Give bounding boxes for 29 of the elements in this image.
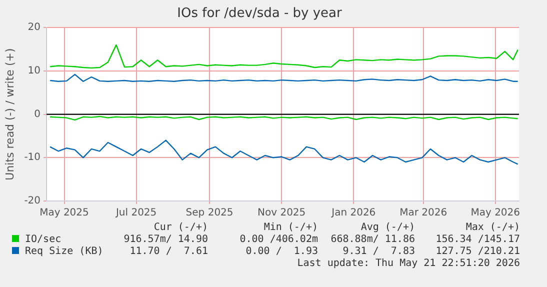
y-tick-label: 0 bbox=[34, 108, 41, 120]
y-tick-label: 10 bbox=[28, 66, 41, 77]
text: 668.88m/ 11.86 bbox=[330, 234, 415, 246]
x-tick-label: Sep 2025 bbox=[186, 208, 234, 219]
text: Min (-/+) bbox=[262, 222, 318, 234]
y-tick-label: 20 bbox=[28, 22, 41, 34]
text: 916.57m/ 14.90 bbox=[122, 234, 208, 246]
text: Last update: Thu May 21 22:51:20 2026 bbox=[296, 258, 521, 270]
y-tick-label: -10 bbox=[24, 152, 41, 164]
text: Max (-/+) bbox=[464, 222, 520, 234]
text: 11.70 / 7.61 bbox=[128, 246, 208, 258]
text: Cur (-/+) bbox=[152, 222, 208, 234]
legend-label: IO/sec bbox=[24, 234, 62, 246]
x-tick-label: May 2026 bbox=[470, 208, 520, 219]
x-tick-label: Jul 2025 bbox=[114, 208, 157, 219]
x-tick-label: Nov 2025 bbox=[258, 208, 306, 219]
x-tick-label: Jan 2026 bbox=[330, 208, 376, 219]
x-tick-label: May 2025 bbox=[40, 208, 89, 219]
y-axis-title: Units read (-) / write (+) bbox=[3, 48, 16, 180]
chart-title: IOs for /dev/sda - by year bbox=[177, 6, 343, 22]
text: 9.31 / 7.83 bbox=[342, 246, 415, 258]
x-tick-label: Mar 2026 bbox=[400, 208, 448, 219]
y-tick-label: -20 bbox=[24, 196, 41, 207]
text: 127.75 /210.21 bbox=[434, 246, 520, 258]
legend-label: Req Size (KB) bbox=[24, 246, 104, 258]
text: Avg (-/+) bbox=[360, 222, 415, 234]
text: 156.34 /145.17 bbox=[434, 234, 520, 246]
text: 0.00 /406.02m bbox=[238, 234, 318, 246]
text: 0.00 / 1.93 bbox=[244, 246, 318, 258]
